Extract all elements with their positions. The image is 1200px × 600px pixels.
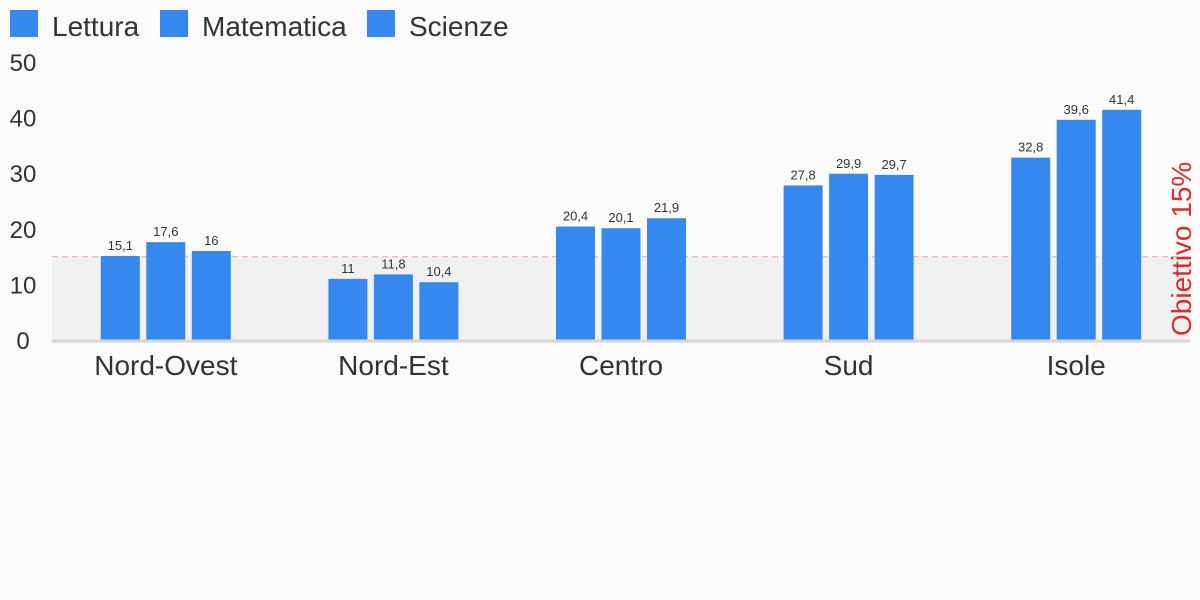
bar-isole-matematica: [1056, 119, 1096, 340]
data-label-nord-ovest-matematica: 17,6: [153, 224, 178, 239]
bar-sud-lettura: [783, 185, 823, 340]
data-label-isole-lettura: 32,8: [1018, 140, 1043, 155]
bar-nord-est-lettura: [328, 278, 368, 340]
legend-swatch-scienze: [367, 10, 395, 37]
x-tick-sud: Sud: [824, 350, 874, 381]
bar-nord-ovest-lettura: [100, 256, 140, 340]
data-label-sud-scienze: 29,7: [881, 157, 906, 172]
bar-isole-lettura: [1011, 157, 1051, 340]
data-label-nord-est-matematica: 11,8: [381, 256, 405, 271]
y-tick-20: 20: [10, 217, 37, 244]
data-label-nord-ovest-lettura: 15,1: [108, 238, 133, 253]
bar-sud-scienze: [874, 174, 914, 340]
bar-centro-matematica: [601, 228, 641, 340]
data-labels: 15,1 17,6 16 11 11,8 10,4 20,4 20,1 21,9 27,8 29,9…: [108, 92, 1135, 279]
y-tick-10: 10: [10, 272, 37, 299]
bar-nord-ovest-matematica: [146, 242, 186, 340]
y-tick-40: 40: [10, 106, 37, 133]
legend-label-lettura: Lettura: [52, 11, 140, 42]
data-label-centro-lettura: 20,4: [563, 209, 588, 224]
x-tick-isole: Isole: [1047, 350, 1106, 381]
x-tick-nord-ovest: Nord-Ovest: [94, 350, 237, 381]
target-label: Obiettivo 15%: [1166, 162, 1197, 336]
data-label-isole-matematica: 39,6: [1064, 102, 1089, 117]
legend-label-scienze: Scienze: [409, 11, 509, 42]
data-label-sud-matematica: 29,9: [836, 156, 861, 171]
data-label-nord-ovest-scienze: 16: [204, 233, 218, 248]
bars: [100, 109, 1142, 340]
bar-centro-lettura: [556, 226, 595, 340]
data-label-centro-scienze: 21,9: [654, 200, 679, 215]
data-label-nord-est-lettura: 11: [341, 261, 355, 276]
data-label-centro-matematica: 20,1: [608, 210, 633, 225]
x-tick-centro: Centro: [579, 350, 663, 381]
x-axis-ticks: Nord-Ovest Nord-Est Centro Sud Isole: [94, 350, 1106, 381]
bar-nord-est-matematica: [373, 274, 413, 340]
bar-centro-scienze: [647, 218, 686, 340]
y-axis-ticks: 0 10 20 30 40 50: [10, 50, 37, 355]
data-label-sud-lettura: 27,8: [790, 167, 815, 182]
y-tick-0: 0: [16, 328, 29, 355]
legend-swatch-lettura: [10, 10, 38, 37]
legend-label-matematica: Matematica: [202, 11, 347, 42]
bar-isole-scienze: [1102, 109, 1142, 340]
bar-nord-ovest-scienze: [191, 251, 231, 340]
y-tick-30: 30: [10, 161, 37, 188]
legend: Lettura Matematica Scienze: [10, 10, 509, 42]
y-tick-50: 50: [10, 50, 37, 77]
legend-swatch-matematica: [160, 10, 188, 37]
x-tick-nord-est: Nord-Est: [338, 350, 449, 381]
bar-sud-matematica: [829, 173, 869, 340]
bar-nord-est-scienze: [419, 282, 459, 340]
data-label-isole-scienze: 41,4: [1109, 92, 1134, 107]
data-label-nord-est-scienze: 10,4: [426, 264, 451, 279]
